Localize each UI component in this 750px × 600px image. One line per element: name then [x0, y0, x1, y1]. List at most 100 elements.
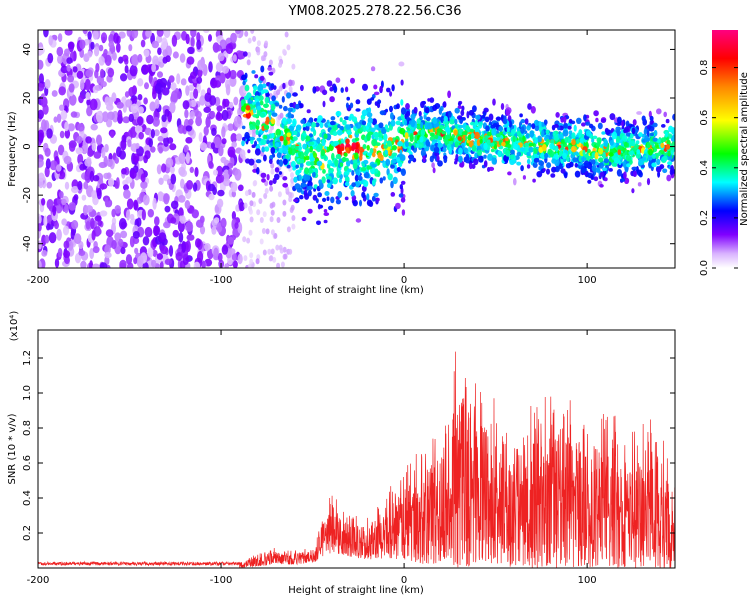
spectrogram-cell	[663, 111, 667, 118]
spectrogram-cell	[254, 74, 259, 79]
spectrogram-cell	[209, 110, 216, 119]
spectrogram-cell	[163, 193, 170, 205]
spectrogram-cell	[78, 94, 84, 104]
spectrogram-cell	[373, 131, 379, 138]
spectrogram-cell	[216, 222, 223, 233]
spectrogram-cell	[468, 162, 473, 170]
spectrogram-cell	[154, 82, 163, 95]
spectrogram-cell	[611, 162, 618, 167]
spectrogram-cell	[185, 152, 190, 164]
spectrogram-cell	[509, 154, 515, 160]
spectrogram-cell	[96, 134, 102, 146]
spectrogram-cell	[220, 156, 227, 164]
spectrogram-cell	[253, 163, 258, 170]
spectrogram-cell	[216, 105, 223, 112]
spectrogram-cell	[98, 161, 107, 169]
spectrogram-cell	[248, 229, 253, 236]
spectrogram-cell	[622, 135, 628, 142]
spectrogram-cell	[471, 145, 477, 152]
spectrogram-cell	[227, 168, 233, 176]
spectrogram-cell	[45, 158, 51, 170]
spectrogram-cell	[152, 197, 157, 210]
spectrogram-cell	[194, 167, 199, 177]
spectrogram-cell	[668, 125, 674, 133]
spectrogram-cell	[60, 110, 68, 121]
spectrogram-cell	[77, 123, 85, 132]
spectrogram-cell	[69, 94, 77, 106]
spectrogram-cell	[227, 123, 235, 131]
spectrogram-cell	[213, 136, 221, 149]
spectrogram-cell	[247, 149, 251, 154]
spectrogram-cell	[246, 237, 251, 244]
spectrogram-cell	[420, 122, 424, 129]
spectrogram-cell	[252, 114, 259, 118]
spectrogram-cell	[331, 152, 335, 161]
spectrogram-cell	[89, 260, 94, 268]
spectrogram-cell	[665, 118, 670, 124]
spectrogram-cell	[119, 259, 127, 268]
spectrogram-cell	[352, 162, 358, 170]
spectrogram-cell	[335, 77, 341, 83]
spectrogram-cell	[164, 258, 172, 265]
spectrogram-cell	[321, 138, 326, 147]
spectrogram-cell	[38, 46, 45, 55]
spectrogram-cell	[292, 92, 298, 97]
spectrogram-cell	[107, 67, 115, 78]
spectrogram-cell	[649, 115, 654, 122]
spectrogram-cell	[209, 95, 217, 106]
spectrogram-cell	[46, 128, 53, 139]
spectrogram-cell	[132, 153, 140, 164]
spectrogram-cell	[43, 30, 49, 38]
spectrogram-cell	[191, 209, 199, 219]
spectrogram-cell	[608, 152, 614, 157]
spectrogram-cell	[562, 152, 567, 160]
spectrogram-cell	[263, 134, 268, 140]
spectrogram-cell	[54, 221, 59, 230]
spectrogram-cell	[522, 175, 527, 180]
spectrogram-cell	[127, 139, 132, 148]
spectrogram-cell	[161, 87, 170, 96]
spectrogram-cell	[149, 101, 156, 112]
spectrogram-cell	[78, 249, 86, 256]
spectrogram-cell	[624, 141, 628, 148]
spectrogram-cell	[124, 65, 129, 74]
spectrogram-cell	[156, 35, 163, 43]
spectrogram-cell	[292, 167, 296, 171]
spectrogram-cell	[230, 32, 237, 44]
spectrogram-cell	[125, 254, 133, 265]
spectrogram-cell	[288, 147, 293, 155]
spectrogram-cell	[44, 234, 50, 244]
spectrogram-cell	[371, 118, 377, 126]
spectrogram-cell	[68, 83, 75, 93]
spectrogram-cell	[519, 113, 523, 118]
spectrogram-cell	[378, 122, 384, 129]
spectrogram-cell	[131, 30, 139, 39]
spectrogram-cell	[270, 229, 275, 236]
spectrogram-cell	[119, 150, 126, 160]
spectrogram-cell	[288, 79, 293, 87]
spectrogram-cell	[172, 229, 180, 238]
spectrogram-cell	[269, 216, 274, 223]
spectrogram-cell	[106, 111, 115, 121]
spectrogram-cell	[53, 116, 58, 123]
spectrogram-cell	[334, 159, 339, 167]
spectrogram-cell	[111, 92, 117, 103]
spectrogram-cell	[363, 159, 369, 165]
spectrogram-cell	[161, 114, 167, 123]
spectrogram-cell	[474, 152, 478, 159]
spectrogram-cell	[227, 236, 234, 245]
spectrogram-cell	[423, 113, 427, 120]
spectrogram-cell	[290, 177, 295, 184]
spectrogram-cell	[560, 168, 566, 174]
spectrogram-cell	[649, 120, 654, 126]
spectrogram-cell	[133, 199, 139, 211]
spectrogram-cell	[196, 76, 203, 84]
spectrogram-cell	[563, 122, 568, 129]
spectrogram-cell	[357, 175, 363, 181]
spectrogram-cell	[599, 184, 604, 188]
spectrogram-cell	[85, 69, 93, 78]
spectrogram-cell	[432, 118, 438, 125]
spectrogram-cell	[425, 107, 430, 114]
spectrogram-cell	[276, 89, 281, 96]
spectrogram-cell	[277, 191, 282, 198]
